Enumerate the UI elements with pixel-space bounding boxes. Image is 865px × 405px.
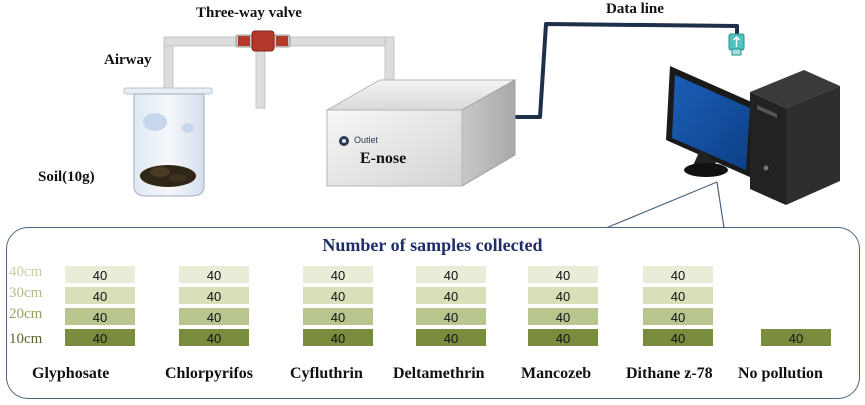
soil-jar — [123, 87, 213, 197]
depth-label-10cm: 10cm — [9, 331, 43, 347]
group-name-label: Deltamethrin — [393, 365, 485, 382]
sample-count-cell: 40 — [642, 307, 714, 326]
data-line-cable — [515, 22, 739, 119]
group-name-label: Mancozeb — [521, 365, 592, 382]
sample-count-cell: 40 — [302, 307, 374, 326]
sample-count-cell: 40 — [760, 328, 832, 347]
group-name-label: Chlorpyrifos — [165, 365, 253, 382]
callout-line-left — [605, 181, 718, 229]
sample-count-cell: 40 — [527, 286, 599, 305]
panel-title: Number of samples collected — [322, 235, 543, 255]
outlet-label: Outlet — [354, 135, 379, 145]
group-name-label: Cyfluthrin — [290, 365, 363, 382]
sample-count-cell: 40 — [178, 307, 250, 326]
sample-count-cell: 40 — [642, 328, 714, 347]
sample-count-cell: 40 — [64, 307, 136, 326]
three-way-valve — [235, 30, 291, 52]
e-nose-device — [325, 79, 517, 187]
sample-count-cell: 40 — [64, 328, 136, 347]
sample-count-cell: 40 — [64, 265, 136, 284]
sample-count-cell: 40 — [302, 328, 374, 347]
depth-label-30cm: 30cm — [9, 285, 43, 301]
sample-count-cell: 40 — [527, 328, 599, 347]
sample-count-cell: 40 — [64, 286, 136, 305]
sample-count-cell: 40 — [178, 328, 250, 347]
group-name-label: Dithane z-78 — [626, 365, 713, 382]
airway-label: Airway — [104, 52, 152, 68]
data-line-label: Data line — [606, 1, 664, 17]
sample-count-cell: 40 — [302, 265, 374, 284]
sample-count-cell: 40 — [415, 286, 487, 305]
sample-count-cell: 40 — [527, 265, 599, 284]
soil-label: Soil(10g) — [38, 169, 95, 185]
depth-label-20cm: 20cm — [9, 306, 43, 322]
sample-count-cell: 40 — [178, 286, 250, 305]
computer-icon — [666, 66, 840, 205]
sample-count-cell: 40 — [642, 286, 714, 305]
callout-line-right — [716, 181, 725, 229]
sample-count-cell: 40 — [302, 286, 374, 305]
sample-count-cell: 40 — [415, 307, 487, 326]
sample-count-cell: 40 — [178, 265, 250, 284]
three-way-valve-label: Three-way valve — [196, 5, 302, 21]
depth-label-40cm: 40cm — [9, 264, 43, 280]
sample-count-cell: 40 — [415, 328, 487, 347]
e-nose-label: E-nose — [360, 150, 407, 167]
group-name-label: Glyphosate — [32, 365, 110, 382]
sample-count-cell: 40 — [642, 265, 714, 284]
sample-count-cell: 40 — [415, 265, 487, 284]
usb-plug-icon — [728, 33, 745, 56]
group-name-label: No pollution — [738, 365, 823, 382]
sample-count-cell: 40 — [527, 307, 599, 326]
